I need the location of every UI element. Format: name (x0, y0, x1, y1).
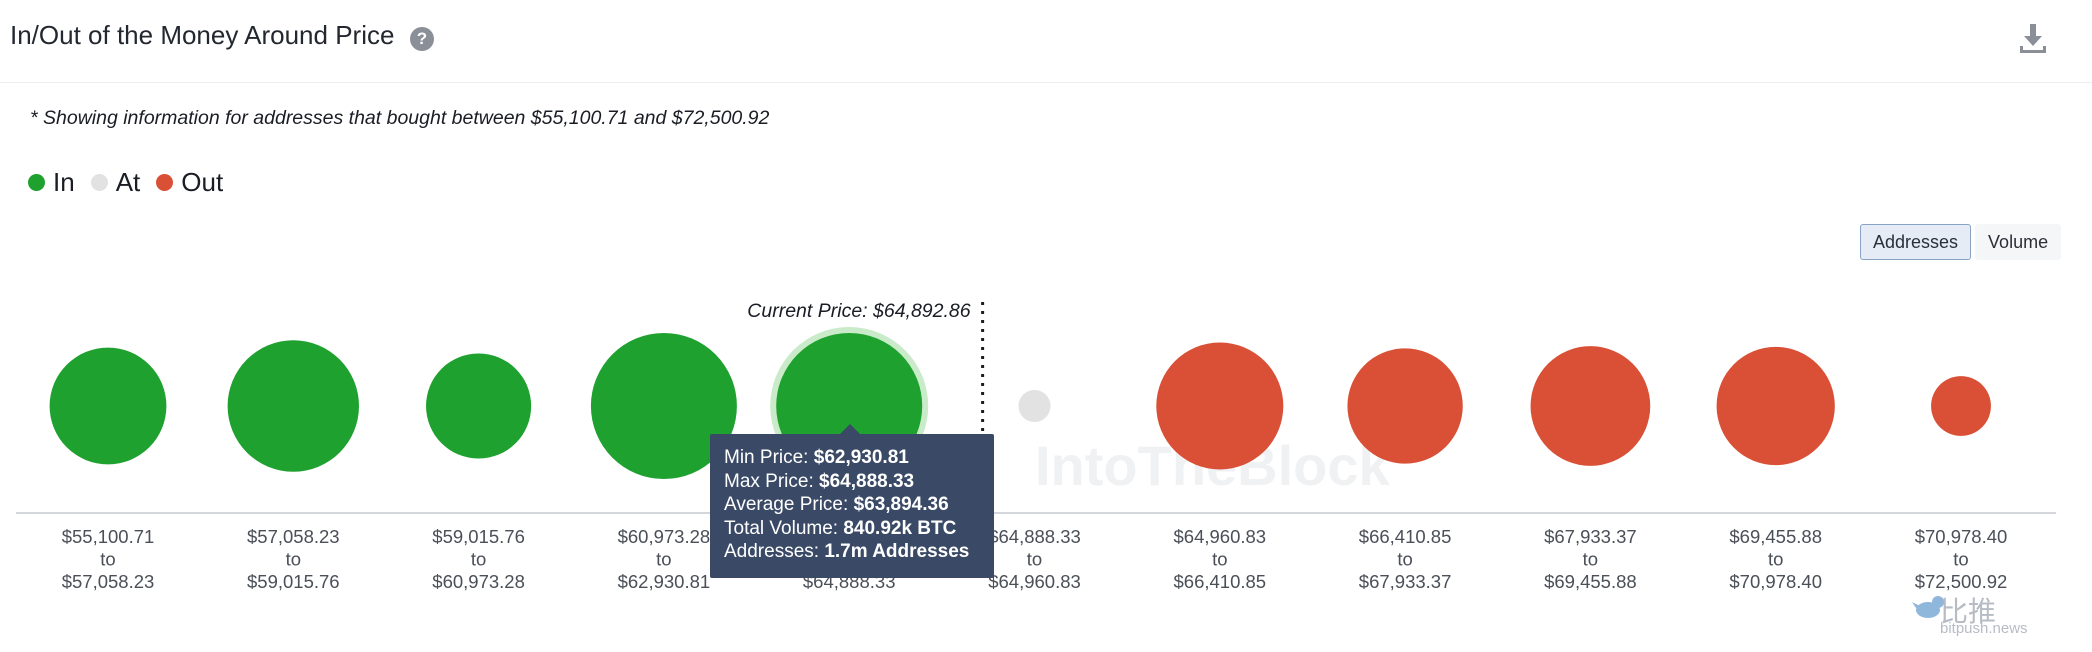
bubble-in-3[interactable] (590, 333, 737, 479)
legend-dot-out (156, 173, 174, 191)
tooltip-max-price: Max Price: $64,888.33 (724, 470, 915, 492)
bucket-label-8-1: to (1583, 549, 1598, 570)
price-range-note: * Showing information for addresses that… (30, 107, 770, 129)
legend-item-in[interactable]: In (28, 167, 75, 198)
bucket-label-6-1: to (1212, 549, 1227, 570)
bucket-label-10-0: $70,978.40 (1915, 526, 2008, 547)
bucket-label-1-2: $59,015.76 (247, 571, 340, 592)
chart-title: In/Out of the Money Around Price (10, 20, 395, 50)
bucket-label-0-2: $57,058.23 (62, 571, 155, 592)
chart-header: In/Out of the Money Around Price ? (0, 0, 2092, 83)
bucket-label-7-1: to (1397, 549, 1412, 570)
question-circle-icon[interactable]: ? (410, 27, 434, 51)
bucket-label-5-2: $64,960.83 (988, 571, 1081, 592)
tooltip-average-price: Average Price: $63,894.36 (724, 494, 949, 515)
bubble-in-2[interactable] (426, 353, 532, 459)
bucket-label-9-0: $69,455.88 (1729, 526, 1822, 547)
bubble-at-5[interactable] (1018, 389, 1051, 423)
tooltip-min-price: Min Price: $62,930.81 (724, 447, 909, 468)
bucket-label-2-2: $60,973.28 (432, 571, 525, 592)
legend-dot-at (90, 173, 108, 191)
bubble-out-10[interactable] (1931, 376, 1991, 436)
bubble-in-0[interactable] (49, 347, 167, 465)
bubble-out-9[interactable] (1716, 346, 1835, 466)
bird-logo-icon (1912, 596, 1946, 618)
legend-label-at: At (115, 166, 141, 197)
bucket-label-5-0: $64,888.33 (988, 526, 1081, 547)
legend-label-out: Out (181, 166, 224, 197)
tooltip-total-volume: Total Volume: 840.92k BTC (724, 517, 957, 539)
watermark-brand: 比推 (1940, 596, 1997, 627)
bubble-chart: IntoTheBlock$55,100.71to$57,058.23$57,05… (16, 300, 2056, 592)
volume-button[interactable]: Volume (1975, 224, 2062, 260)
bucket-label-1-1: to (286, 549, 301, 570)
bucket-label-2-1: to (471, 549, 486, 570)
bucket-label-3-1: to (656, 549, 671, 570)
bucket-label-0-1: to (100, 549, 115, 570)
bucket-label-6-2: $66,410.85 (1174, 571, 1267, 592)
bubble-out-6[interactable] (1156, 342, 1284, 470)
bucket-label-10-2: $72,500.92 (1915, 571, 2008, 592)
bubble-out-7[interactable] (1347, 348, 1463, 464)
bucket-tooltip: Min Price: $62,930.81 Max Price: $64,888… (710, 434, 994, 578)
legend-item-at[interactable]: At (90, 166, 141, 198)
legend-label-in: In (53, 166, 75, 197)
bucket-label-3-2: $62,930.81 (618, 571, 711, 592)
legend-dot-in (28, 173, 45, 191)
bucket-label-7-0: $66,410.85 (1359, 526, 1452, 547)
tooltip-arrow (840, 424, 860, 434)
bucket-label-6-0: $64,960.83 (1174, 526, 1267, 547)
bubble-out-8[interactable] (1530, 346, 1651, 466)
bucket-label-9-2: $70,978.40 (1729, 571, 1822, 592)
bucket-label-10-1: to (1953, 549, 1968, 570)
bucket-label-2-0: $59,015.76 (432, 526, 525, 547)
bucket-label-9-1: to (1768, 549, 1783, 570)
legend-item-out[interactable]: Out (156, 167, 223, 198)
bucket-label-7-2: $67,933.37 (1359, 571, 1452, 592)
addresses-button[interactable]: Addresses (1860, 224, 1972, 260)
watermark-domain: bitpush.news (1940, 620, 2028, 637)
bucket-label-5-1: to (1027, 549, 1042, 570)
download-icon[interactable] (2018, 22, 2048, 54)
bucket-label-0-0: $55,100.71 (62, 526, 155, 547)
current-price-label: Current Price: $64,892.86 (747, 300, 970, 322)
bubble-in-1[interactable] (227, 340, 359, 472)
bucket-label-8-0: $67,933.37 (1544, 526, 1637, 547)
chart-legend: In At Out (28, 167, 239, 197)
bucket-label-8-2: $69,455.88 (1544, 571, 1637, 592)
tooltip-addresses: Addresses: 1.7m Addresses (724, 541, 970, 562)
bucket-label-3-0: $60,973.28 (618, 526, 711, 547)
bucket-label-1-0: $57,058.23 (247, 526, 340, 547)
metric-toggle: Addresses Volume (1860, 224, 2062, 260)
